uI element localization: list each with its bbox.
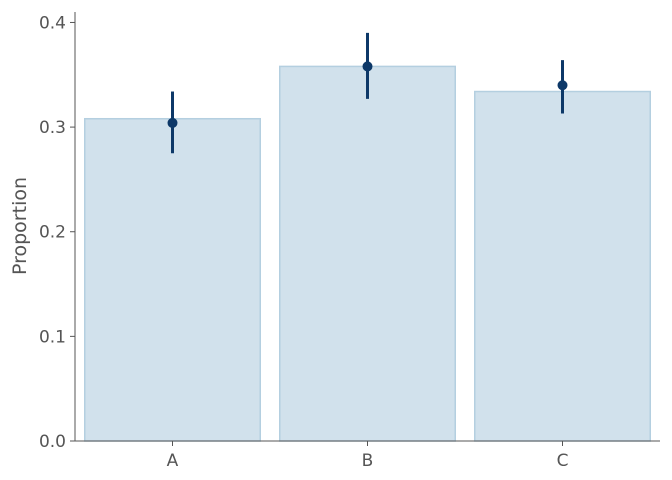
x-tick-label-A: A: [167, 451, 179, 471]
error-bars-group: [167, 32, 568, 154]
x-tick-label-B: B: [362, 451, 374, 471]
bar-C: [474, 90, 651, 442]
y-axis-label: Proportion: [9, 177, 31, 275]
axes-group: A B C 0.0 0.1 0.2 0.3 0.4: [39, 12, 660, 471]
point-estimate-B: [362, 61, 373, 72]
y-tick-label-3: 0.3: [39, 118, 66, 138]
bar-B: [279, 65, 456, 442]
bar-A: [84, 117, 261, 442]
x-tick-label-C: C: [557, 451, 569, 471]
point-estimate-A: [167, 117, 178, 128]
y-tick-label-1: 0.1: [39, 327, 66, 347]
y-tick-label-0: 0.0: [39, 432, 66, 452]
point-estimate-C: [557, 80, 568, 91]
y-tick-label-2: 0.2: [39, 223, 66, 243]
y-tick-label-4: 0.4: [39, 13, 66, 33]
